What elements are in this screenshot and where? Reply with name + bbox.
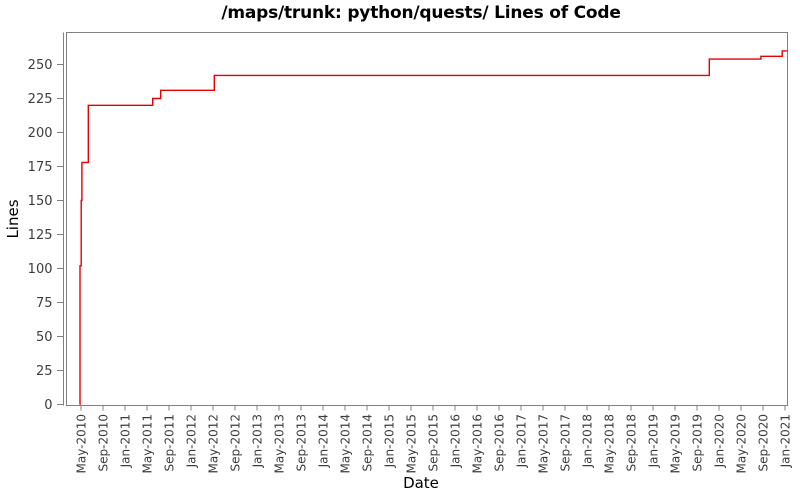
x-tick-label: Jan-2019 — [647, 414, 661, 468]
x-tick-label: Sep-2020 — [757, 414, 771, 472]
x-tick-label: Sep-2019 — [691, 414, 705, 472]
plot-area — [66, 32, 788, 406]
x-tick-label: May-2018 — [603, 414, 617, 473]
y-tick-label: 50 — [36, 330, 53, 345]
y-tick-label: 150 — [28, 194, 53, 209]
x-tick-label: Jan-2018 — [581, 414, 595, 468]
x-tick-label: Sep-2013 — [295, 414, 309, 472]
x-axis-label: Date — [403, 474, 439, 492]
x-tick-label: Jan-2011 — [119, 414, 133, 468]
x-tick-label: May-2010 — [75, 414, 89, 473]
x-tick-label: Sep-2015 — [427, 414, 441, 472]
x-tick-label: Jan-2017 — [515, 414, 529, 468]
x-tick-label: Sep-2014 — [361, 414, 375, 472]
y-tick-label: 100 — [28, 262, 53, 277]
y-tick-label: 0 — [44, 398, 52, 413]
x-tick-label: May-2011 — [141, 414, 155, 473]
x-tick-label: May-2019 — [669, 414, 683, 473]
y-tick-label: 200 — [28, 126, 53, 141]
x-tick-label: May-2015 — [405, 414, 419, 473]
x-tick-label: May-2013 — [273, 414, 287, 473]
x-tick-label: Sep-2018 — [625, 414, 639, 472]
x-tick-label: Sep-2012 — [229, 414, 243, 472]
chart-title: /maps/trunk: python/quests/ Lines of Cod… — [221, 3, 621, 23]
x-tick-label: Jan-2014 — [317, 414, 331, 468]
x-tick-label: Sep-2010 — [97, 414, 111, 472]
x-tick-label: Sep-2011 — [163, 414, 177, 472]
y-tick-label: 175 — [28, 160, 53, 175]
x-tick-label: May-2014 — [339, 414, 353, 473]
y-tick-label: 25 — [36, 364, 53, 379]
x-tick-label: Jan-2020 — [713, 414, 727, 468]
x-tick-label: Jan-2013 — [251, 414, 265, 468]
x-tick-label: May-2012 — [207, 414, 221, 473]
x-tick-label: Sep-2017 — [559, 414, 573, 472]
x-tick-label: Jan-2021 — [779, 414, 793, 468]
x-tick-label: Jan-2016 — [449, 414, 463, 468]
x-tick-label: May-2017 — [537, 414, 551, 473]
y-tick-label: 250 — [28, 58, 53, 73]
x-tick-label: Sep-2016 — [493, 414, 507, 472]
loc-line-series — [79, 50, 788, 406]
x-tick-label: May-2020 — [735, 414, 749, 473]
x-tick-label: May-2016 — [471, 414, 485, 473]
y-tick-label: 225 — [28, 92, 53, 107]
x-tick-label: Jan-2012 — [185, 414, 199, 468]
y-tick-label: 75 — [36, 296, 53, 311]
x-tick-label: Jan-2015 — [383, 414, 397, 468]
y-tick-label: 125 — [28, 228, 53, 243]
